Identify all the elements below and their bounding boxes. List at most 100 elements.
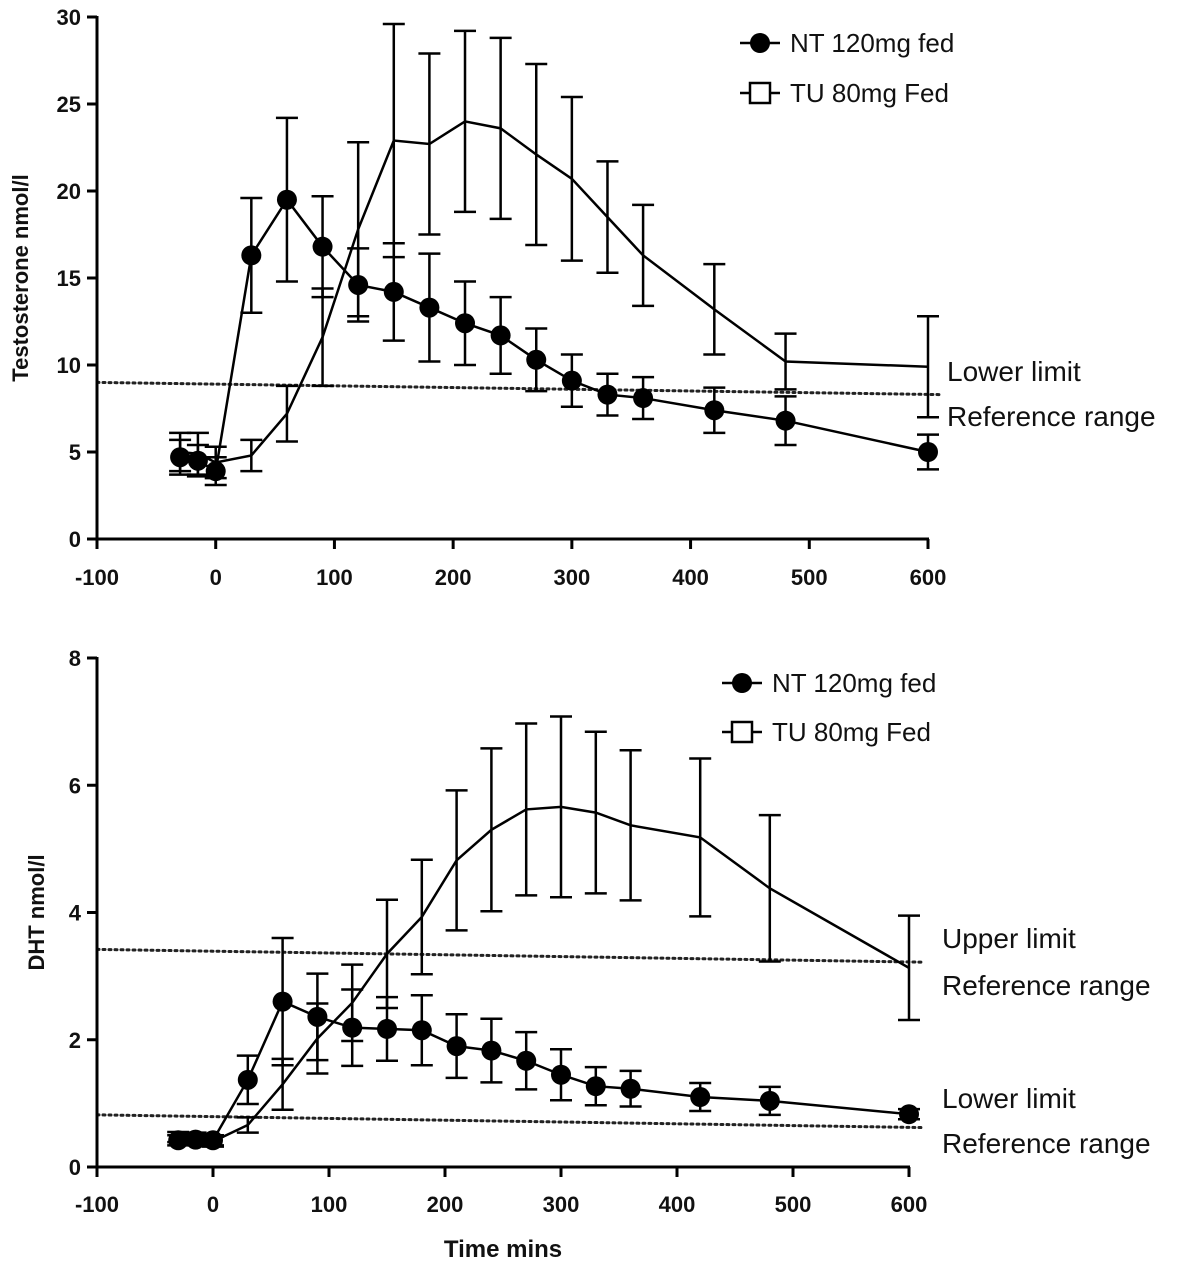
legend-label: NT 120mg fed: [790, 28, 954, 58]
data-point: [620, 1078, 641, 1099]
x-tick-label: 0: [207, 1192, 219, 1217]
reference-line-label: Reference range: [942, 1128, 1151, 1159]
data-point: [377, 1018, 397, 1039]
legend-label: TU 80mg Fed: [772, 717, 931, 747]
error-bar: [917, 315, 939, 419]
data-point: [516, 1050, 537, 1071]
error-bar: [596, 160, 619, 275]
error-bar: [204, 445, 227, 480]
reference-line: [95, 947, 923, 964]
data-point: [419, 297, 440, 318]
x-tick-label: 200: [427, 1192, 464, 1217]
testosterone-chart: Lower limit Reference range 0 5 10 15 20 25 30 -1…: [8, 5, 1156, 590]
dht-chart: Upper limit Reference range Lower limit Ref…: [24, 646, 1151, 1263]
series-tu-80mg-fed: [169, 22, 939, 480]
x-tick-label: 300: [553, 565, 590, 590]
error-bar: [525, 62, 548, 247]
error-bar: [202, 1135, 224, 1148]
data-point: [411, 1020, 432, 1041]
error-bar: [306, 1002, 329, 1075]
data-point: [455, 313, 476, 334]
x-tick-label: -100: [75, 565, 119, 590]
data-point: [597, 384, 618, 405]
error-bar: [898, 914, 920, 1022]
error-bar: [560, 95, 583, 262]
error-bar: [689, 757, 712, 918]
error-bar: [382, 22, 405, 259]
y-tick-label: 30: [57, 5, 81, 30]
x-tick-label: 500: [775, 1192, 812, 1217]
data-point: [383, 281, 404, 302]
legend-marker: [730, 720, 754, 744]
series-line: [179, 120, 929, 464]
legend: NT 120mg fed TU 80mg Fed: [740, 28, 954, 108]
x-tick-label: -100: [75, 1192, 119, 1217]
error-bar: [445, 789, 468, 932]
x-tick-label: 400: [672, 565, 709, 590]
data-point: [561, 370, 582, 391]
reference-line: [95, 380, 942, 397]
error-bar: [184, 1131, 207, 1145]
error-bar: [515, 722, 538, 897]
reference-line-label: Reference range: [947, 401, 1156, 432]
series-tu-80mg-fed: [167, 715, 920, 1148]
data-point: [704, 400, 725, 421]
data-point: [585, 1076, 606, 1097]
error-bar: [275, 384, 298, 443]
error-bar: [311, 287, 334, 388]
error-bar: [410, 858, 433, 976]
reference-line: [95, 1113, 923, 1130]
series-line: [178, 999, 910, 1142]
reference-line-label: Lower limit: [947, 356, 1081, 387]
error-bar: [376, 898, 398, 1010]
legend-label: TU 80mg Fed: [790, 78, 949, 108]
legend-item: NT 120mg fed: [740, 28, 954, 58]
data-point: [312, 236, 333, 257]
series-line: [179, 197, 929, 474]
y-tick-label: 8: [69, 646, 81, 671]
x-tick-label: 600: [910, 565, 947, 590]
x-tick-label: 300: [543, 1192, 580, 1217]
y-axis-title: DHT nmol/l: [24, 854, 49, 970]
error-bar: [584, 730, 607, 895]
error-bar: [418, 52, 441, 236]
error-bar: [454, 29, 477, 214]
x-axis-title: Time mins: [444, 1236, 562, 1262]
data-point: [446, 1036, 467, 1057]
series-line: [178, 805, 910, 1143]
y-tick-label: 0: [69, 527, 81, 552]
error-bar: [347, 141, 370, 318]
data-point: [481, 1040, 502, 1061]
error-bar: [236, 1116, 259, 1134]
x-tick-label: 600: [891, 1192, 928, 1217]
data-point: [759, 1090, 780, 1111]
reference-line-label: Lower limit: [942, 1083, 1076, 1114]
data-point: [690, 1087, 711, 1108]
legend-marker: [750, 33, 770, 53]
y-tick-label: 6: [69, 773, 81, 798]
series-nt-120mg-fed: [167, 936, 920, 1151]
data-point: [551, 1064, 571, 1085]
error-bar: [619, 749, 642, 902]
error-bar: [480, 747, 503, 913]
data-point: [241, 245, 262, 266]
x-tick-label: 400: [659, 1192, 696, 1217]
legend-item: NT 120mg fed: [722, 668, 936, 698]
y-tick-label: 5: [69, 440, 81, 465]
data-point: [633, 388, 654, 409]
x-tick-label: 100: [311, 1192, 348, 1217]
data-point: [272, 991, 293, 1012]
y-axis-title: Testosterone nmol/l: [8, 174, 33, 381]
legend-item: TU 80mg Fed: [740, 78, 949, 108]
error-bar: [341, 963, 364, 1043]
data-point: [918, 442, 938, 462]
y-tick-label: 10: [57, 353, 81, 378]
y-tick-label: 15: [57, 266, 81, 291]
reference-line-label: Reference range: [942, 970, 1151, 1001]
error-bar: [271, 1057, 294, 1111]
error-bar: [240, 438, 263, 473]
error-bar: [632, 203, 655, 308]
legend-label: NT 120mg fed: [772, 668, 936, 698]
error-bar: [489, 36, 512, 221]
